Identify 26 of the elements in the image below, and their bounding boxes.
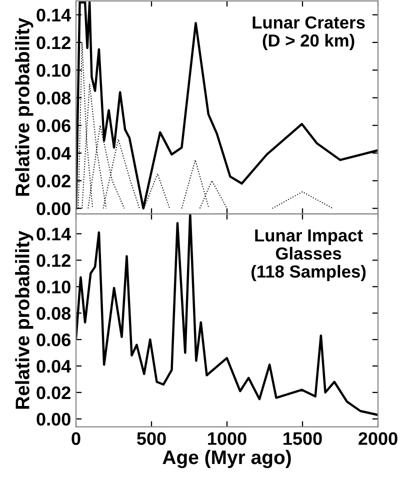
y-axis-title: Relative probability [15,18,34,196]
y-tick-label: 0.06 [36,119,70,132]
y-tick-label: 0.10 [36,64,70,77]
y-tick-label: 0.02 [36,386,70,400]
y-tick-label: 0.00 [36,202,70,216]
annotation: Lunar Impact Glasses (118 Samples) [252,229,366,282]
y-tick-label: 0.00 [36,412,70,426]
x-tick-label: 1000 [208,432,246,445]
x-tick-label: 1500 [284,432,322,445]
y-tick-label: 0.14 [36,228,72,240]
x-tick-label: 0 [72,432,80,445]
x-axis-title: Age (Myr ago) [162,450,291,468]
y-tick-label: 0.04 [36,360,72,373]
y-axis-title: Relative probability [15,230,34,409]
y-tick-label: 0.02 [36,174,70,188]
y-tick-label: 0.08 [36,307,71,320]
x-tick-label: 500 [136,432,166,445]
y-tick-label: 0.10 [36,280,70,294]
y-tick-label: 0.06 [36,333,70,346]
y-tick-label: 0.04 [36,146,72,160]
y-tick-label: 0.12 [36,254,70,267]
y-tick-label: 0.08 [36,92,71,104]
annotation: Lunar Craters (D > 20 km) [252,16,365,50]
y-tick-label: 0.14 [36,8,72,22]
y-tick-label: 0.12 [36,36,70,50]
x-tick-label: 2000 [358,432,398,445]
